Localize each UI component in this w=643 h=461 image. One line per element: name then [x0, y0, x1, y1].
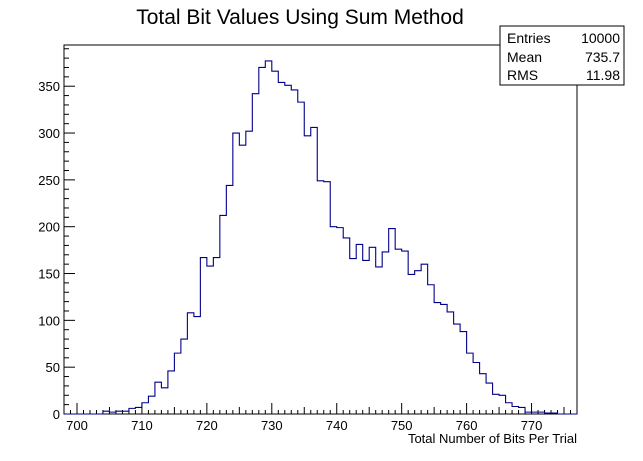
stats-box-frame — [499, 25, 625, 86]
y-tick-label: 250 — [38, 173, 60, 188]
x-tick-label: 740 — [326, 418, 348, 433]
histogram-series-line — [64, 60, 577, 415]
y-tick-label: 150 — [38, 267, 60, 282]
y-tick-label: 200 — [38, 220, 60, 235]
x-tick-label: 770 — [521, 418, 543, 433]
x-tick-label: 700 — [66, 418, 88, 433]
y-tick-label: 350 — [38, 79, 60, 94]
y-tick-label: 300 — [38, 126, 60, 141]
y-tick-label: 0 — [53, 407, 60, 422]
x-tick-label: 750 — [391, 418, 413, 433]
y-tick-label: 100 — [38, 313, 60, 328]
x-axis: 700 710 720 730 740 750 760 770 — [63, 403, 578, 433]
x-axis-label: Total Number of Bits Per Trial — [408, 431, 577, 446]
stats-mean-value: 735.7 — [585, 49, 620, 65]
x-tick-label: 720 — [196, 418, 218, 433]
plot-frame — [63, 44, 578, 415]
stats-entries-value: 10000 — [581, 30, 620, 46]
y-tick-label: 50 — [46, 360, 60, 375]
x-tick-label: 730 — [261, 418, 283, 433]
stats-rms-value: 11.98 — [586, 67, 620, 83]
stats-rms-label: RMS — [507, 67, 538, 83]
stats-box: Entries 10000 Mean 735.7 RMS 11.98 — [499, 25, 625, 86]
stats-entries-label: Entries — [507, 30, 551, 46]
chart-title: Total Bit Values Using Sum Method — [136, 6, 464, 29]
x-tick-label: 760 — [456, 418, 478, 433]
stats-mean-label: Mean — [507, 49, 542, 65]
y-axis: 0 50 100 150 200 250 300 350 — [38, 48, 75, 422]
x-tick-label: 710 — [131, 418, 153, 433]
